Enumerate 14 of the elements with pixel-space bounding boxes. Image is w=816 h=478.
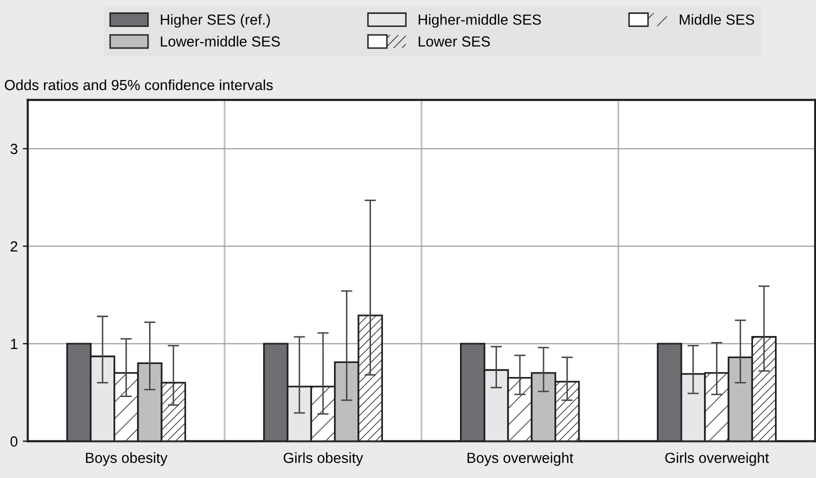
legend-label: Lower-middle SES	[160, 36, 280, 47]
legend-label: Middle SES	[680, 14, 754, 25]
y-tick-label: 2	[10, 241, 18, 252]
y-tick-label: 1	[11, 338, 18, 349]
x-tick-label: Girls obesity	[284, 452, 364, 466]
x-tick-label: Boys obesity	[86, 452, 168, 466]
legend-label: Higher-middle SES	[418, 14, 541, 28]
x-tick-label: Girls overweight	[665, 452, 769, 466]
legend-label: Higher SES (ref.)	[160, 14, 270, 28]
y-tick-label: 3	[10, 144, 18, 154]
y-axis-title: Odds ratios and 95% confidence intervals	[4, 79, 273, 90]
legend-label: Lower SES	[418, 36, 490, 47]
x-tick-label: Boys overweight	[468, 452, 574, 466]
y-tick-label: 0	[10, 436, 18, 447]
